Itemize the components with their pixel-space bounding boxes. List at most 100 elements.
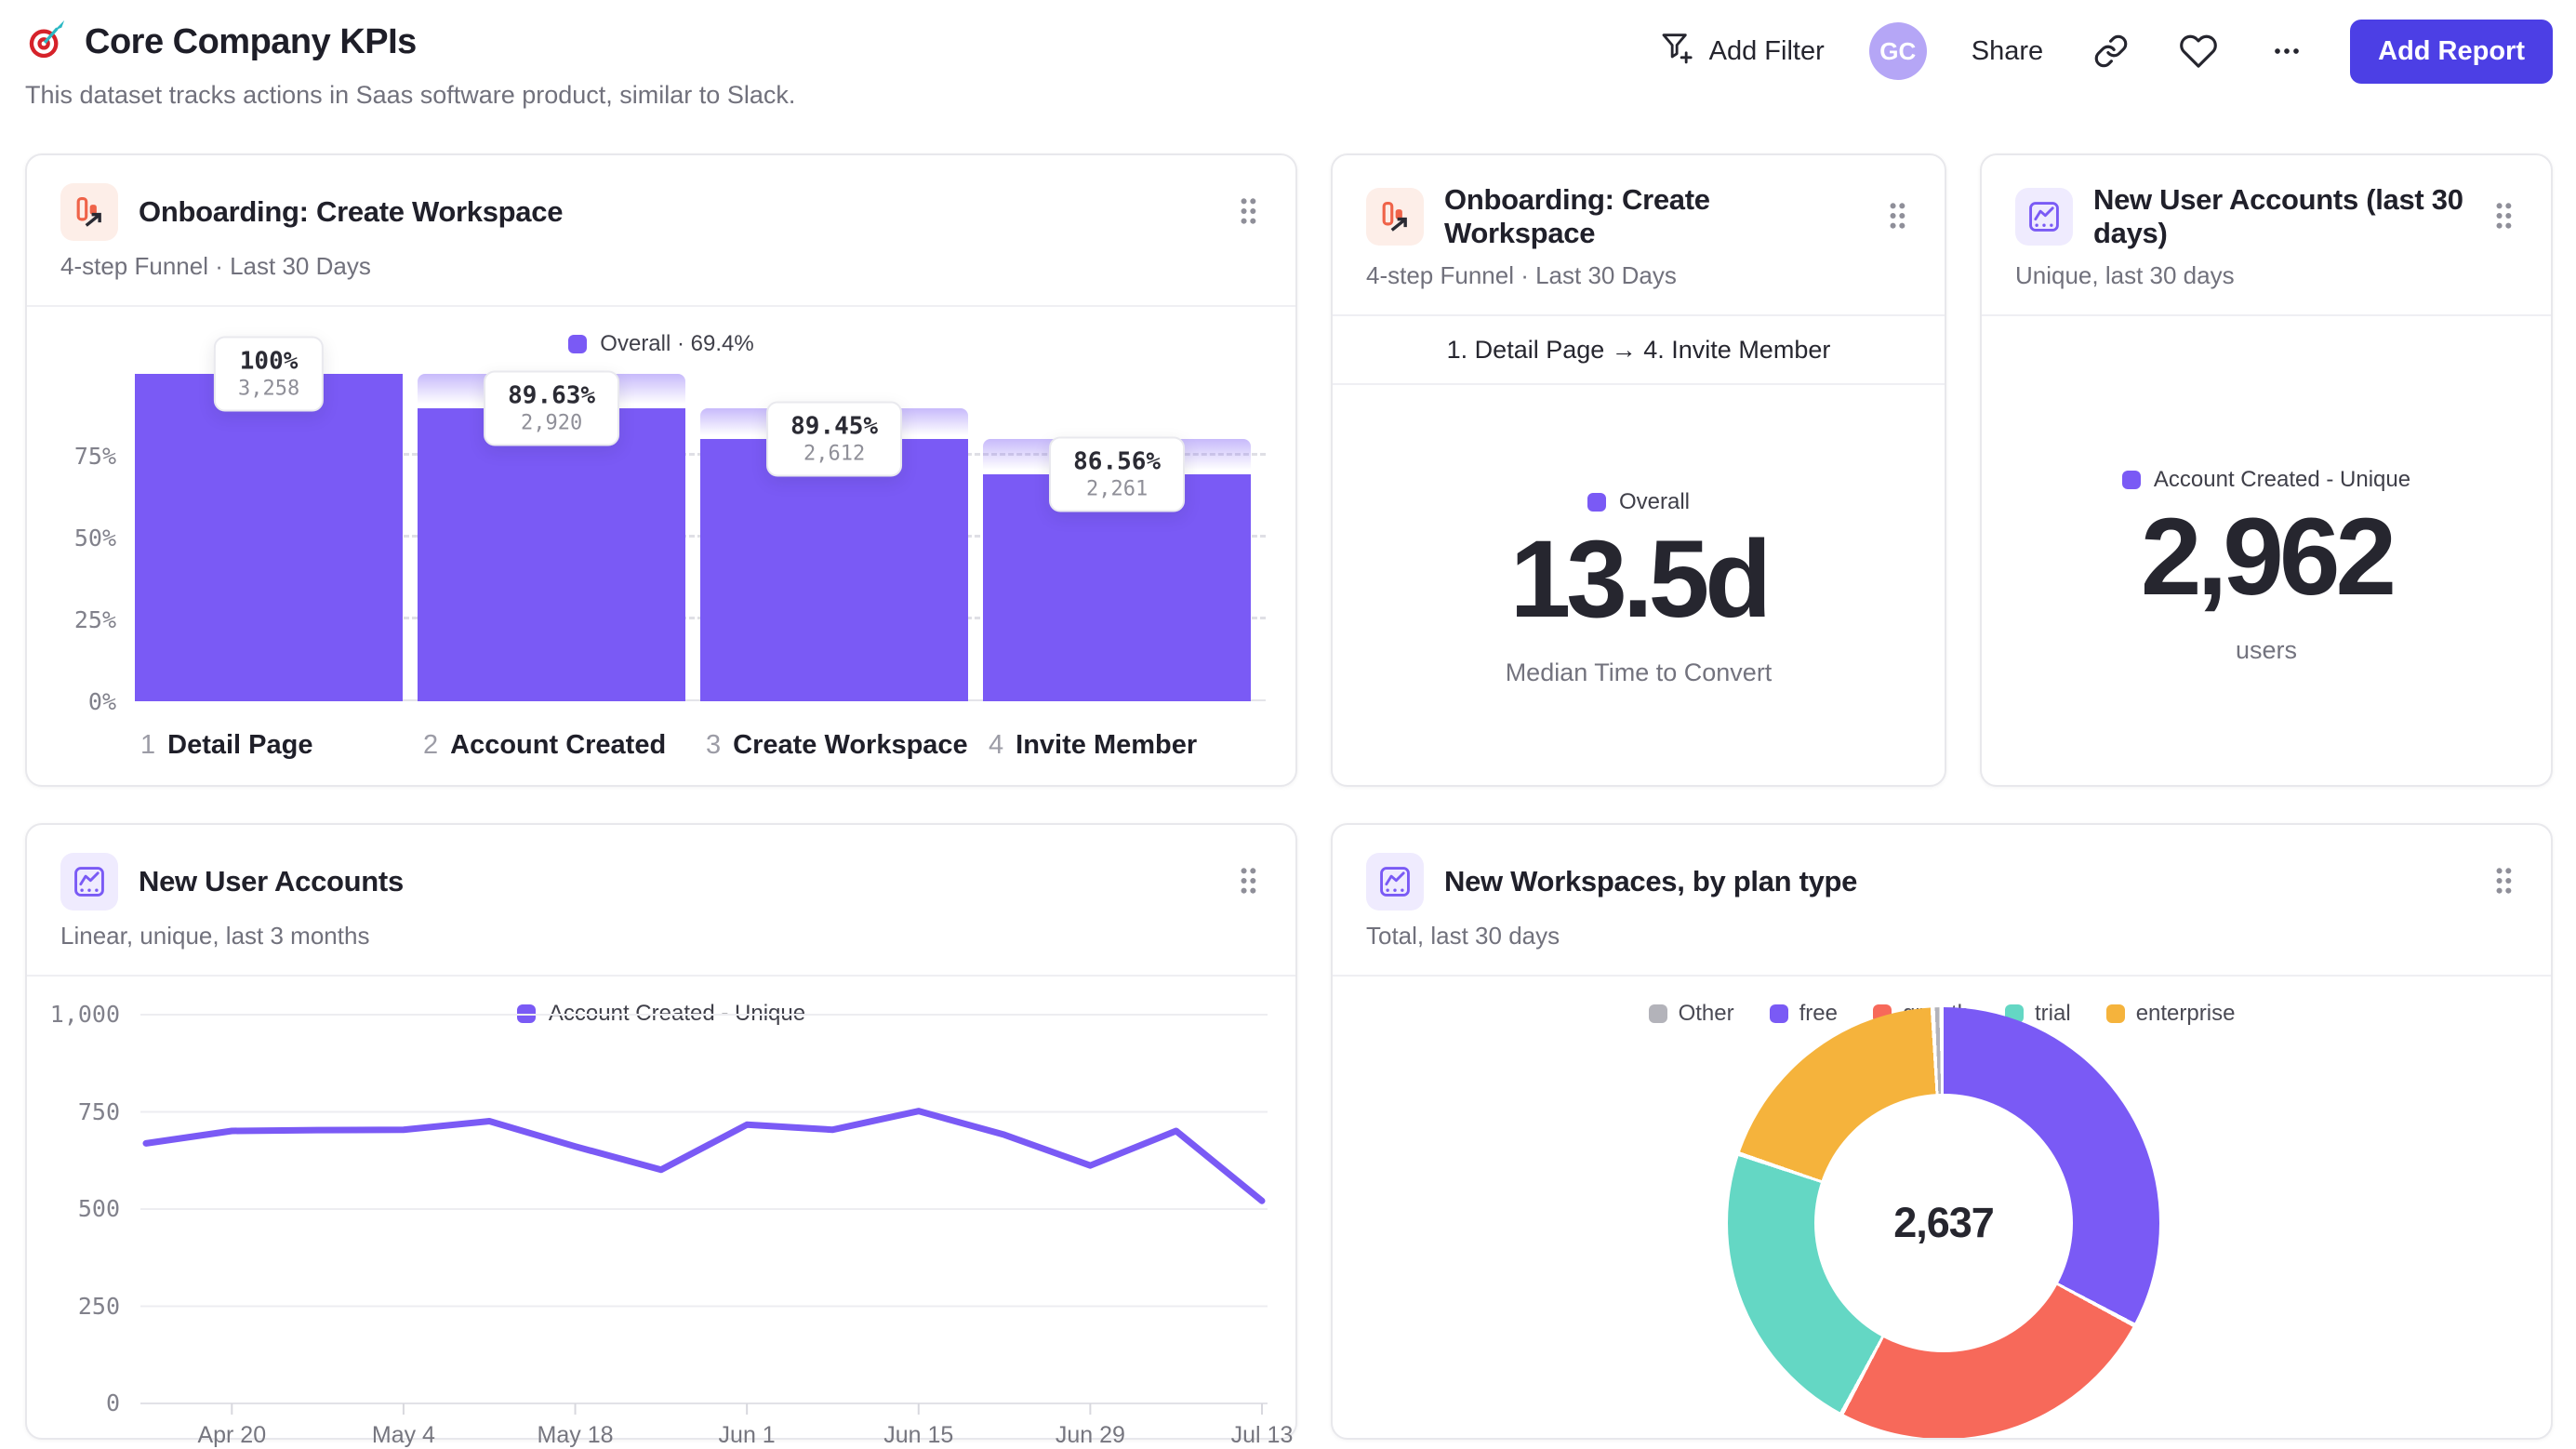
funnel-y-tick-label: 75% (73, 443, 116, 470)
donut-legend-item[interactable]: enterprise (2105, 1001, 2236, 1027)
drag-handle-icon[interactable] (2486, 860, 2521, 904)
median-time-caption: Median Time to Convert (1505, 658, 1773, 686)
funnel-bar[interactable] (418, 407, 686, 701)
page-title: Core Company KPIs (85, 22, 417, 61)
legend-label: trial (2035, 1001, 2071, 1026)
favorite-heart-icon[interactable] (2173, 31, 2224, 72)
legend-chip (2121, 471, 2141, 489)
funnel-count: 2,920 (520, 411, 583, 435)
donut-legend-item[interactable]: free (1769, 1001, 1838, 1027)
funnel-step-label: 4 Invite Member (989, 730, 1198, 760)
funnel-y-tick-label: 50% (73, 525, 116, 552)
card-subtitle: 4-step Funnel · Last 30 Days (1366, 261, 1677, 289)
donut-total: 2,637 (1893, 1199, 1995, 1246)
accounts-legend[interactable]: Account Created - Unique (2121, 467, 2411, 493)
legend-label: Account Created - Unique (548, 1001, 806, 1026)
accounts-value: 2,962 (2140, 496, 2397, 618)
line-legend[interactable]: Account Created - Unique (27, 1001, 1295, 1027)
line-x-tick-label: Jun 29 (1055, 1422, 1125, 1448)
funnel-value-tooltip: 89.45% 2,612 (766, 401, 903, 477)
share-button[interactable]: Share (1966, 35, 2049, 68)
drag-handle-icon[interactable] (1230, 860, 1266, 904)
funnel-value-tooltip: 86.56% 2,261 (1049, 436, 1186, 512)
legend-chip (1769, 1004, 1788, 1023)
funnel-bar[interactable] (135, 374, 404, 701)
add-report-button[interactable]: Add Report (2350, 19, 2553, 84)
filter-plus-icon (1659, 29, 1696, 73)
funnel-chart-icon (60, 183, 118, 241)
funnel-legend[interactable]: Overall · 69.4% (27, 331, 1295, 357)
funnel-step-label: 2 Account Created (423, 730, 667, 760)
line-y-tick-label: 1,000 (49, 1001, 120, 1028)
funnel-bar[interactable] (700, 438, 969, 701)
page-subtitle: This dataset tracks actions in Saas soft… (25, 81, 796, 109)
copy-link-icon[interactable] (2088, 33, 2134, 70)
funnel-bar[interactable] (983, 473, 1252, 701)
funnel-conversion-pct: 89.63% (508, 381, 596, 410)
card-title[interactable]: Onboarding: Create Workspace (1444, 183, 1710, 249)
funnel-count: 2,261 (1085, 477, 1149, 501)
line-x-tick-label: Jul 13 (1230, 1422, 1294, 1448)
card-subtitle: Linear, unique, last 3 months (60, 922, 370, 950)
drag-handle-icon[interactable] (1230, 191, 1266, 234)
donut-legend-item[interactable]: Other (1648, 1001, 1734, 1027)
card-title[interactable]: Onboarding: Create Workspace (139, 195, 564, 228)
line-chart-icon (1366, 853, 1424, 911)
card-title[interactable]: New User Accounts (139, 865, 404, 897)
line-y-tick-label: 500 (77, 1195, 120, 1222)
drag-handle-icon[interactable] (2486, 195, 2521, 239)
target-logo-icon (25, 19, 68, 66)
legend-chip (1648, 1004, 1667, 1023)
line-chart-icon (2015, 188, 2073, 246)
line-chart-icon (60, 853, 118, 911)
line-x-tick-label: Apr 20 (197, 1422, 267, 1448)
legend-label: Overall · 69.4% (600, 331, 754, 356)
funnel-plot: 0% 25% 50% 75% 100% 3,258 89.63% 2,920 89.45% 2,6… (74, 336, 1266, 715)
funnel-x-axis: 1 Detail Page 2 Account Created 3 Create Work… (135, 730, 1266, 769)
toolbar: Add Filter GC Share Add Report (1653, 19, 2553, 84)
funnel-count: 3,258 (237, 377, 300, 401)
donut-chart[interactable]: 2,637 (1728, 1007, 2159, 1438)
legend-chip (1587, 493, 1606, 512)
legend-label: enterprise (2135, 1001, 2236, 1026)
line-y-tick-label: 750 (77, 1097, 120, 1125)
funnel-conversion-pct: 86.56% (1073, 447, 1162, 476)
median-time-value: 13.5d (1509, 518, 1773, 641)
card-workspaces-by-plan: New Workspaces, by plan type Total, last… (1331, 823, 2553, 1440)
funnel-chart-icon (1366, 188, 1424, 246)
median-legend[interactable]: Overall (1587, 489, 1690, 515)
legend-chip (2105, 1004, 2125, 1023)
funnel-y-tick-label: 0% (87, 688, 116, 715)
funnel-y-tick-label: 25% (73, 606, 116, 633)
legend-chip (568, 335, 588, 353)
line-series[interactable] (142, 1108, 1266, 1204)
legend-label: Overall (1618, 489, 1691, 514)
line-chart-svg (140, 1014, 1268, 1415)
line-x-tick-label: Jun 1 (718, 1422, 776, 1448)
line-y-tick-label: 0 (105, 1389, 120, 1416)
avatar[interactable]: GC (1868, 22, 1927, 80)
card-new-accounts-trend: New User Accounts Linear, unique, last 3… (25, 823, 1297, 1448)
line-x-tick-label: May 18 (537, 1422, 614, 1448)
accounts-caption: users (2235, 635, 2298, 664)
funnel-conversion-pct: 89.45% (790, 412, 879, 441)
line-x-tick-label: Jun 15 (883, 1422, 954, 1448)
drag-handle-icon[interactable] (1879, 195, 1915, 239)
line-y-tick-label: 250 (77, 1292, 120, 1320)
add-filter-button[interactable]: Add Filter (1653, 28, 1830, 74)
card-median-time: Onboarding: Create Workspace 4-step Funn… (1331, 153, 1946, 787)
funnel-step-label: 1 Detail Page (140, 730, 313, 760)
card-subtitle: Total, last 30 days (1366, 922, 1560, 950)
card-subtitle: Unique, last 30 days (2015, 261, 2235, 289)
more-options-icon[interactable] (2263, 32, 2311, 71)
funnel-count: 2,612 (803, 442, 866, 466)
line-x-tick-label: May 4 (371, 1422, 435, 1448)
card-title[interactable]: New User Accounts (last 30 days) (2093, 183, 2463, 249)
card-onboarding-funnel: Onboarding: Create Workspace 4-step Funn… (25, 153, 1297, 787)
card-title[interactable]: New Workspaces, by plan type (1444, 865, 1858, 897)
legend-label: Account Created - Unique (2153, 467, 2411, 492)
donut-hole (1814, 1094, 2073, 1352)
legend-label: free (1799, 1001, 1838, 1026)
line-plot: 0 250 500 750 1,000 Apr 20 May 4 May 18 Jun 1 Jun… (50, 1001, 1294, 1448)
page-header: Core Company KPIs This dataset tracks ac… (25, 19, 795, 110)
